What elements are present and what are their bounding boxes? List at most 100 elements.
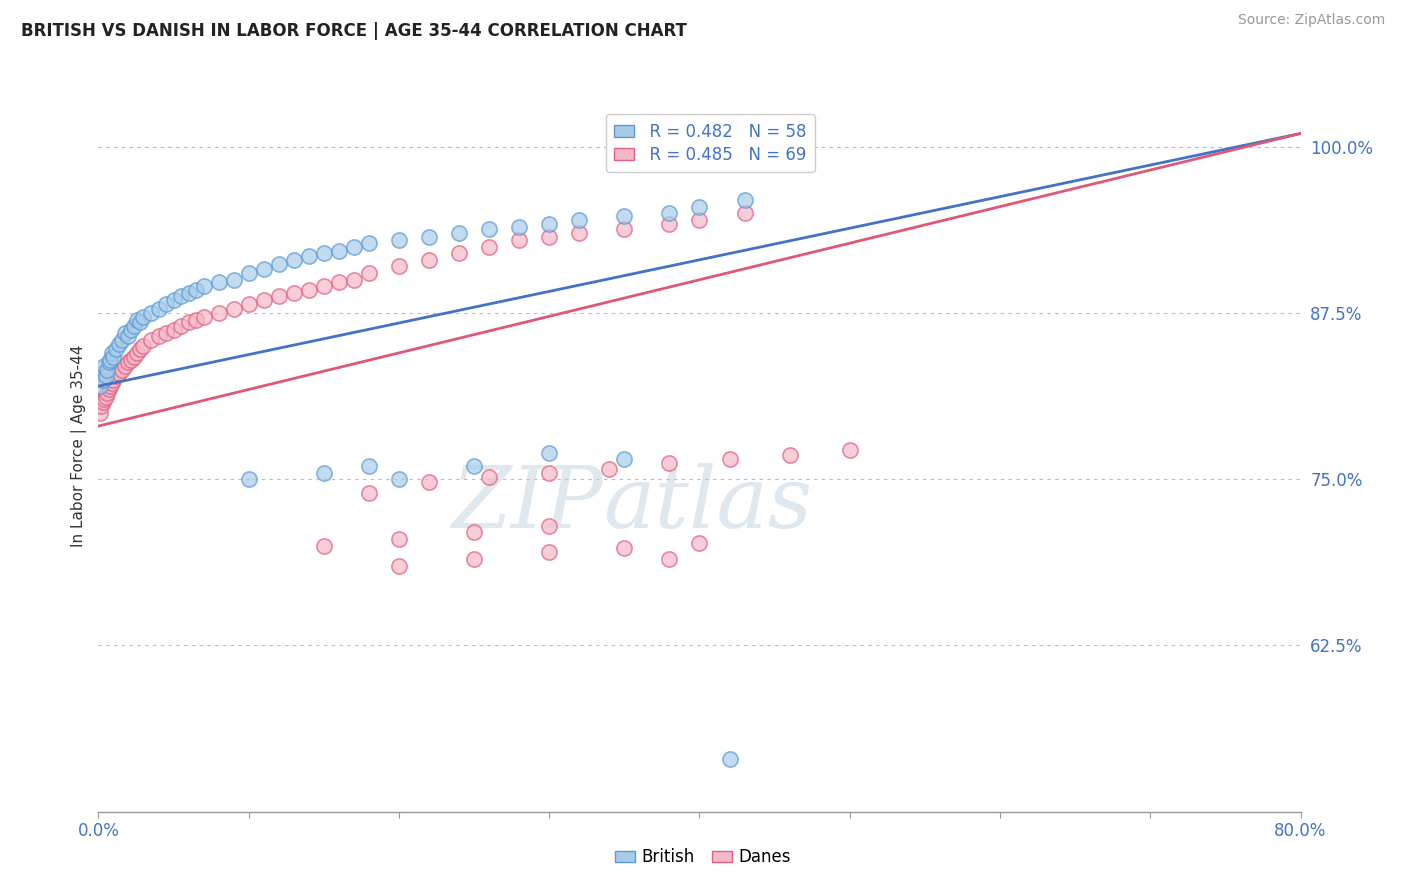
Text: atlas: atlas [603,463,813,546]
Point [508,233,530,247]
Point [162,293,184,307]
Point [193,310,215,324]
Point [121,323,143,337]
Point [538,518,561,533]
Point [718,751,741,765]
Point [689,200,711,214]
Point [613,541,636,556]
Legend:   R = 0.482   N = 58,   R = 0.485   N = 69: R = 0.482 N = 58, R = 0.485 N = 69 [606,114,815,172]
Text: BRITISH VS DANISH IN LABOR FORCE | AGE 35-44 CORRELATION CHART: BRITISH VS DANISH IN LABOR FORCE | AGE 3… [21,22,688,40]
Point [267,289,290,303]
Point [238,296,260,310]
Point [343,273,366,287]
Point [568,226,591,240]
Point [463,552,485,566]
Point [132,339,155,353]
Point [658,456,681,470]
Point [97,355,120,369]
Point [312,466,335,480]
Point [170,289,193,303]
Point [689,213,711,227]
Legend: British, Danes: British, Danes [609,842,797,873]
Point [89,379,111,393]
Point [97,382,120,396]
Point [208,276,231,290]
Point [121,352,143,367]
Point [418,252,440,267]
Point [613,452,636,467]
Point [463,525,485,540]
Point [193,279,215,293]
Point [139,306,162,320]
Point [100,352,122,367]
Point [155,296,177,310]
Point [312,246,335,260]
Point [298,284,321,298]
Point [117,328,139,343]
Point [132,310,155,324]
Point [734,206,756,220]
Point [538,217,561,231]
Point [127,346,149,360]
Point [148,301,170,316]
Point [478,469,501,483]
Point [129,342,152,356]
Point [658,552,681,566]
Point [238,472,260,486]
Point [267,257,290,271]
Y-axis label: In Labor Force | Age 35-44: In Labor Force | Age 35-44 [72,345,87,547]
Point [93,392,115,407]
Point [658,217,681,231]
Point [101,376,124,391]
Point [253,293,276,307]
Point [177,315,200,329]
Point [238,266,260,280]
Point [388,472,411,486]
Point [298,249,321,263]
Point [538,445,561,459]
Point [184,284,207,298]
Point [328,244,350,258]
Point [357,458,380,473]
Point [124,350,146,364]
Point [478,239,501,253]
Point [838,442,860,457]
Text: Source: ZipAtlas.com: Source: ZipAtlas.com [1237,13,1385,28]
Point [538,545,561,559]
Point [162,323,184,337]
Point [388,532,411,546]
Point [117,355,139,369]
Point [177,286,200,301]
Point [357,485,380,500]
Point [111,363,134,377]
Point [94,368,117,383]
Point [658,206,681,220]
Point [463,458,485,473]
Point [124,319,146,334]
Point [184,312,207,326]
Point [538,466,561,480]
Point [100,379,122,393]
Point [538,230,561,244]
Point [114,359,136,374]
Point [222,301,245,316]
Point [508,219,530,234]
Point [343,239,366,253]
Point [388,558,411,573]
Point [283,252,305,267]
Point [105,368,128,383]
Point [613,209,636,223]
Point [283,286,305,301]
Point [111,333,134,347]
Point [388,260,411,274]
Point [418,475,440,489]
Point [447,246,470,260]
Point [93,359,115,374]
Point [312,279,335,293]
Point [148,328,170,343]
Point [478,222,501,236]
Point [91,395,114,409]
Point [357,235,380,250]
Point [94,390,117,404]
Point [90,399,112,413]
